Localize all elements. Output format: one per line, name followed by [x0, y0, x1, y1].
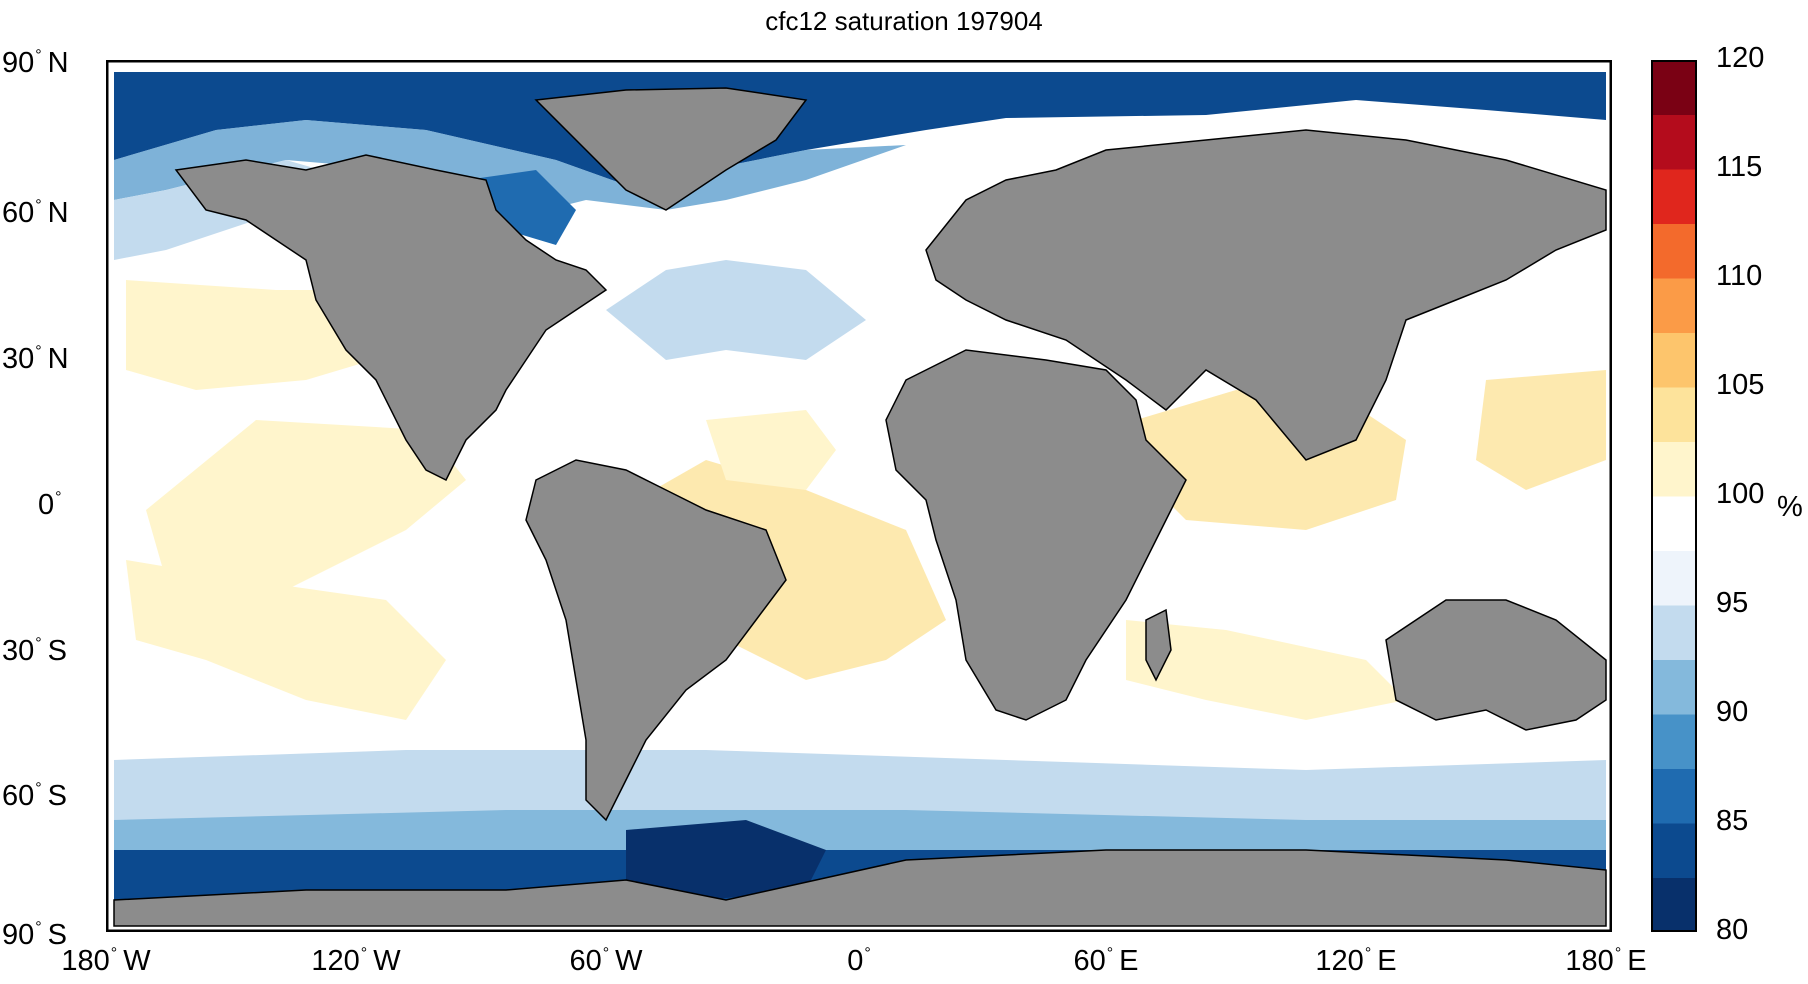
arctic-mid-band: [114, 120, 906, 220]
lon-tick-60w: 60° W: [569, 945, 643, 977]
madagascar-land: [1145, 608, 1172, 682]
lat-tick-60s: 60° S: [2, 780, 68, 812]
colorbar-tick-label: 80: [1716, 914, 1749, 946]
map-title: cfc12 saturation 197904: [765, 6, 1043, 36]
southern-ocean-mid: [114, 810, 1606, 850]
colorbar-step: [1651, 387, 1697, 442]
colorbar-tick-label: 90: [1716, 696, 1749, 728]
greenland-land: [534, 87, 808, 211]
colorbar-tick-label: 105: [1716, 369, 1765, 401]
colorbar-step: [1651, 877, 1697, 932]
lon-tick-0: 0°: [847, 945, 871, 977]
colorbar-step: [1651, 659, 1697, 715]
eurasia-land: [925, 129, 1607, 461]
australia-land: [1385, 599, 1607, 731]
lon-tick-180w: 180° W: [61, 945, 151, 977]
southern-ocean-light: [114, 750, 1606, 820]
lat-tick-90n: 90° N: [2, 47, 69, 79]
atlantic-tropics-yellow: [706, 410, 836, 490]
lat-tick-30n: 30° N: [2, 343, 69, 375]
colorbar-step: [1651, 441, 1697, 497]
colorbar-step: [1651, 714, 1697, 769]
lat-tick-60n: 60° N: [2, 197, 69, 229]
weddell-sea-low: [626, 820, 826, 900]
colorbar-step: [1651, 60, 1697, 115]
north-atlantic-light: [606, 260, 866, 360]
colorbar-steps: [1651, 60, 1697, 932]
land-masses: [113, 87, 1607, 927]
north-america-land: [174, 154, 608, 482]
colorbar-tick-label: 120: [1716, 42, 1765, 74]
south-pacific-yellow: [126, 560, 446, 720]
lat-tick-0: 0°: [38, 489, 62, 521]
africa-land: [885, 349, 1187, 721]
antarctica-land: [113, 849, 1607, 927]
west-pacific-yellow: [1476, 370, 1606, 490]
colorbar-step: [1651, 768, 1697, 824]
east-pacific-yellow: [146, 420, 466, 620]
colorbar-step: [1651, 550, 1697, 606]
lon-tick-120e: 120° E: [1315, 945, 1397, 977]
colorbar-step: [1651, 114, 1697, 170]
colorbar-step: [1651, 332, 1697, 388]
colorbar-step: [1651, 278, 1697, 333]
map-frame: [106, 60, 1612, 932]
colorbar-tick-label: 110: [1716, 260, 1763, 292]
colorbar-tick-label: 115: [1716, 151, 1763, 183]
south-indian-yellow: [1126, 620, 1406, 720]
lat-tick-30s: 30° S: [2, 635, 68, 667]
colorbar-frame: [1651, 60, 1697, 932]
colorbar: [1651, 60, 1697, 932]
colorbar-step: [1651, 223, 1697, 279]
lon-tick-120w: 120° W: [311, 945, 401, 977]
colorbar-step: [1651, 605, 1697, 660]
colorbar-step: [1651, 496, 1697, 551]
saturation-map: [106, 60, 1612, 932]
colorbar-step: [1651, 823, 1697, 878]
arctic-low-saturation: [114, 72, 1606, 185]
south-america-land: [525, 459, 787, 822]
colorbar-tick-label: 95: [1716, 587, 1749, 619]
lon-tick-180e: 180° E: [1565, 945, 1647, 977]
colorbar-unit: %: [1777, 491, 1803, 523]
colorbar-tick-label: 85: [1716, 805, 1749, 837]
colorbar-tick-label: 100: [1716, 478, 1765, 510]
labrador-sea-low: [466, 170, 576, 245]
lon-tick-60e: 60° E: [1073, 945, 1139, 977]
colorbar-step: [1651, 169, 1697, 224]
lat-tick-90s: 90° S: [2, 919, 68, 951]
